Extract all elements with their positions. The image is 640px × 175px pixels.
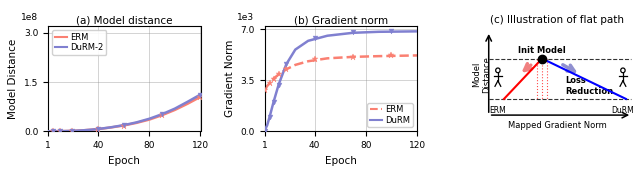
Title: (a) Model distance: (a) Model distance [76,15,173,26]
Legend: ERM, DuRM: ERM, DuRM [367,103,413,127]
Title: (c) Illustration of flat path: (c) Illustration of flat path [490,15,625,26]
Text: Init Model: Init Model [518,46,566,55]
Text: Loss
Reduction: Loss Reduction [565,76,613,96]
Text: 1e3: 1e3 [237,13,254,22]
Legend: ERM, DuRM-2: ERM, DuRM-2 [52,30,106,55]
Title: (b) Gradient norm: (b) Gradient norm [294,15,388,26]
Text: DuRM: DuRM [612,106,634,115]
X-axis label: Epoch: Epoch [108,156,140,166]
Text: Model
Distance: Model Distance [472,56,492,93]
Text: ERM: ERM [490,106,506,115]
Text: Mapped Gradient Norm: Mapped Gradient Norm [508,121,607,130]
Y-axis label: Gradient Norm: Gradient Norm [225,40,235,117]
X-axis label: Epoch: Epoch [325,156,356,166]
Text: 1e8: 1e8 [20,13,38,22]
Y-axis label: Model Distance: Model Distance [8,39,19,119]
